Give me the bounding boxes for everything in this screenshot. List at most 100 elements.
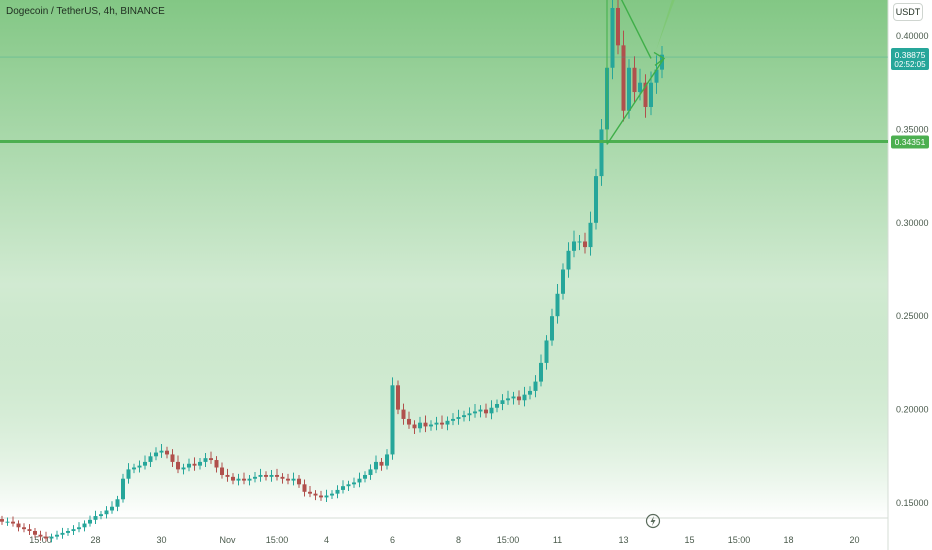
candle: [445, 420, 450, 425]
triangle-lower-line[interactable]: [606, 58, 665, 145]
candle: [440, 422, 444, 425]
candle: [577, 241, 582, 243]
projection-arrow[interactable]: [656, 0, 735, 50]
candle: [82, 523, 87, 528]
x-tick-label: 4: [324, 535, 329, 545]
candle: [632, 67, 637, 93]
lightning-icon[interactable]: [645, 513, 661, 529]
candle: [242, 478, 246, 481]
candle: [456, 417, 461, 419]
candle: [346, 484, 351, 487]
candle: [253, 476, 257, 479]
candle: [71, 529, 76, 532]
candle: [49, 536, 54, 539]
candle: [77, 527, 81, 530]
candle: [99, 514, 103, 517]
candle: [511, 396, 516, 399]
triangle-upper-line[interactable]: [607, 0, 652, 59]
x-tick-label: 6: [390, 535, 395, 545]
candle: [627, 67, 631, 111]
candle: [451, 418, 455, 421]
x-tick-label: 15:00: [266, 535, 289, 545]
candle: [522, 394, 527, 401]
candle: [467, 413, 472, 416]
candle: [412, 424, 417, 429]
candle: [610, 7, 615, 68]
candle: [121, 478, 125, 500]
candle: [379, 461, 384, 466]
triangle-arrowhead: [653, 51, 666, 66]
candle: [93, 516, 98, 520]
candle: [594, 176, 598, 223]
candle: [154, 452, 158, 457]
plot-background: [0, 0, 888, 518]
candle: [44, 536, 48, 539]
y-tick-label: 0.25000: [896, 311, 929, 321]
x-tick-label: 8: [456, 535, 461, 545]
candle: [308, 491, 312, 494]
candle: [110, 506, 114, 511]
candle: [330, 493, 334, 496]
x-tick-label: 15:00: [728, 535, 751, 545]
x-tick-label: 18: [783, 535, 793, 545]
candle: [143, 461, 147, 466]
candle: [418, 422, 422, 429]
x-tick-label: 20: [849, 535, 859, 545]
candle: [374, 461, 378, 470]
candle: [33, 531, 37, 535]
candle: [385, 454, 389, 466]
x-tick-label: 15: [684, 535, 694, 545]
x-tick-label: Nov: [219, 535, 236, 545]
candle: [555, 293, 560, 317]
candle: [429, 424, 433, 427]
candle: [616, 7, 620, 46]
x-tick-label: 28: [90, 535, 100, 545]
candle: [11, 521, 15, 524]
chart-title: Dogecoin / TetherUS, 4h, BINANCE: [6, 6, 165, 17]
candle: [126, 469, 131, 479]
candle: [16, 523, 21, 528]
candle: [187, 463, 191, 468]
y-tick-label: 0.35000: [896, 124, 929, 134]
currency-button[interactable]: USDT: [893, 3, 923, 21]
candle: [231, 476, 235, 481]
candle: [291, 478, 296, 481]
candle: [423, 422, 428, 427]
candle: [528, 390, 532, 395]
candle: [434, 422, 439, 425]
candle: [352, 482, 356, 485]
y-tick-label: 0.40000: [896, 31, 929, 41]
candle: [27, 529, 32, 532]
candle: [247, 478, 252, 481]
x-tick-label: 15:00: [497, 535, 520, 545]
candle: [539, 362, 543, 382]
candle: [258, 474, 263, 477]
candle: [132, 467, 136, 470]
candle: [214, 460, 219, 468]
candle: [588, 222, 593, 248]
candle: [209, 458, 213, 461]
candle: [484, 409, 488, 414]
candle: [324, 495, 329, 498]
candle: [286, 478, 290, 481]
candle: [0, 519, 4, 522]
level-price-value: 0.34351: [895, 137, 926, 147]
x-tick-label: 13: [618, 535, 628, 545]
candle: [55, 534, 59, 537]
candle: [500, 400, 505, 404]
candle: [319, 495, 323, 498]
last-price-value: 0.38875: [895, 50, 926, 60]
candle: [621, 45, 626, 111]
candle: [60, 532, 65, 535]
candle: [115, 499, 120, 507]
candle: [462, 415, 466, 418]
candle: [225, 474, 230, 477]
candle: [506, 398, 510, 401]
y-tick-label: 0.30000: [896, 218, 929, 228]
candle: [38, 534, 43, 537]
last-price-badge: [891, 48, 929, 71]
candle: [176, 461, 180, 470]
candle: [643, 82, 648, 107]
